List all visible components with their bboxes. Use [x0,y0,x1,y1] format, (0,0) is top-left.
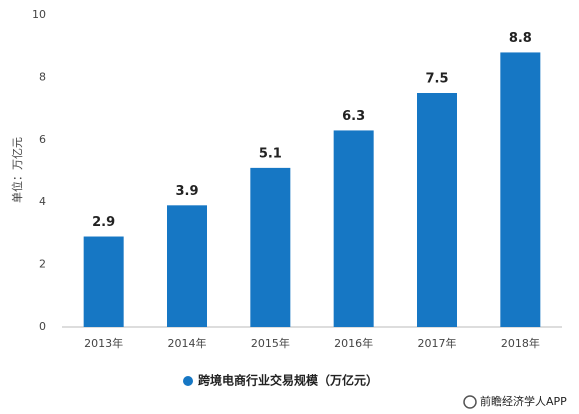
value-label: 5.1 [259,146,282,161]
y-tick-label: 6 [39,133,46,146]
bar [167,205,207,327]
legend-swatch [183,376,193,386]
y-tick-label: 10 [32,8,46,21]
x-tick-label: 2016年 [334,336,373,350]
y-tick-label: 8 [39,70,46,83]
value-label: 2.9 [92,215,115,230]
bar [500,52,541,327]
value-label: 6.3 [342,109,365,124]
bar [250,167,291,327]
footer: 前瞻经济学人APP [480,394,567,408]
x-tick-label: 2018年 [501,336,540,350]
y-tick-label: 4 [39,195,46,208]
x-tick-label: 2017年 [418,336,457,350]
value-label: 3.9 [175,184,198,199]
x-tick-label: 2014年 [168,336,207,350]
x-tick-label: 2013年 [84,336,123,350]
value-label: 8.8 [509,31,532,46]
bar [417,93,457,327]
bar [83,236,124,327]
y-axis-label: 单位：万亿元 [10,137,24,203]
y-tick-label: 2 [39,258,46,271]
x-tick-label: 2015年 [251,336,290,350]
legend-label: 跨境电商行业交易规模（万亿元） [198,373,378,388]
value-label: 7.5 [425,72,448,87]
footer-icon [463,395,477,409]
bar [333,130,374,327]
y-tick-label: 0 [39,320,46,333]
